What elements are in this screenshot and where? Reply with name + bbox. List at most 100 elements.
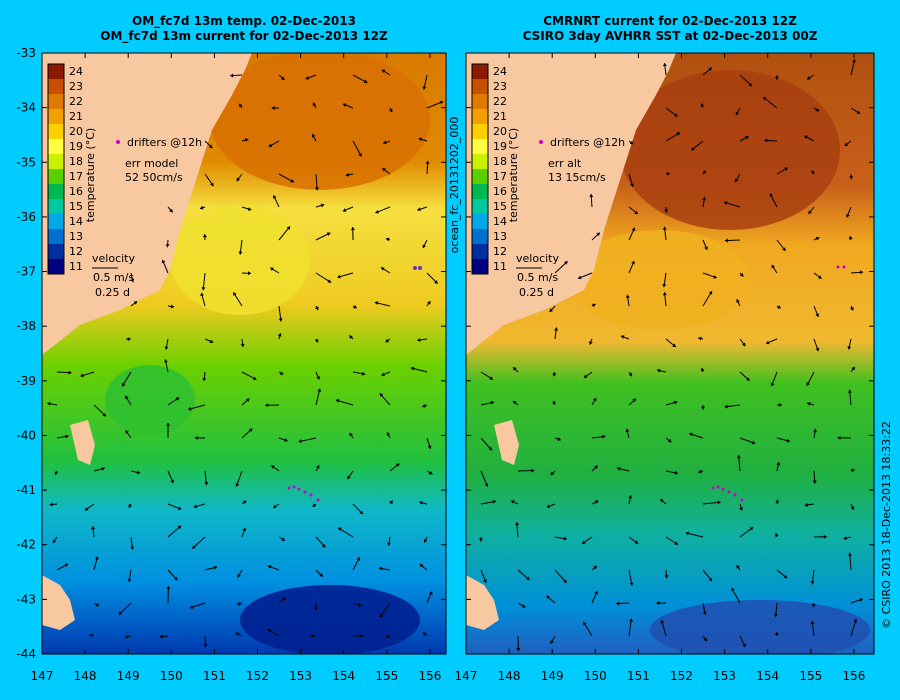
current-vector-head	[662, 226, 667, 230]
current-vector-head	[383, 140, 387, 145]
current-vector-head	[724, 404, 728, 409]
current-vector-head	[273, 504, 277, 509]
current-vector-head	[165, 244, 170, 248]
right-colorbar: 24 23 22 21 20 19 18 17 16 15 14 13 12 11	[471, 63, 507, 275]
current-vector-head	[763, 97, 767, 101]
right-colorbar-label: temperature (°C)	[507, 128, 520, 222]
current-vector-head	[298, 439, 302, 444]
current-vector-head	[815, 236, 820, 241]
current-vector-head	[353, 304, 357, 309]
current-vector-head	[201, 287, 206, 291]
latitude-tick-label: -41	[16, 483, 36, 497]
current-vector-head	[815, 313, 820, 317]
current-vector-head	[848, 236, 853, 240]
right-warm-eddy	[620, 70, 840, 230]
current-vector-head	[121, 382, 126, 387]
colorbar-swatch	[472, 79, 488, 94]
current-vector-head	[766, 340, 770, 345]
longitude-tick-label: 151	[203, 669, 226, 683]
current-vector-head	[317, 388, 322, 393]
current-vector-head	[101, 466, 105, 471]
current-vector-head	[315, 465, 320, 469]
longitude-tick-label: 151	[627, 669, 650, 683]
longitude-tick-label: 156	[842, 669, 865, 683]
current-vector-head	[237, 601, 241, 606]
longitude-tick-label: 148	[74, 669, 97, 683]
left-green-eddy	[105, 365, 195, 435]
current-vector-head	[127, 578, 132, 583]
current-vector-head	[594, 465, 598, 470]
longitude-tick-label: 153	[289, 669, 312, 683]
current-vector-head	[748, 82, 752, 87]
current-vector-head	[770, 382, 775, 387]
left-velocity-time: 0.25 d	[95, 286, 130, 299]
current-vector-head	[620, 335, 625, 339]
current-vector-head	[427, 300, 431, 305]
colorbar-tick-label: 16	[69, 185, 83, 198]
current-vector-head	[277, 333, 282, 337]
current-vector-head	[379, 393, 384, 397]
left-velocity-scale: 0.5 m/s	[93, 271, 134, 284]
colorbar-swatch	[472, 154, 488, 169]
current-vector-head	[778, 402, 782, 407]
longitude-tick-label: 149	[117, 669, 140, 683]
left-land-mainland	[42, 53, 252, 355]
current-vector-head	[242, 527, 247, 532]
colorbar-tick-label: 19	[493, 140, 507, 153]
current-vector-head	[602, 434, 606, 439]
current-vector-head	[808, 210, 812, 214]
longitude-tick-label: 150	[160, 669, 183, 683]
colorbar-tick-label: 16	[493, 185, 507, 198]
current-vector-head	[314, 187, 319, 191]
longitude-tick-label: 147	[31, 669, 54, 683]
left-warm-eddy	[210, 53, 430, 190]
current-vector-head	[49, 502, 53, 507]
current-vector-head	[731, 587, 735, 592]
current-vector-head	[342, 103, 347, 107]
current-vector-head	[713, 274, 717, 279]
current-vector-head	[378, 566, 383, 571]
current-vector-head	[634, 210, 638, 215]
current-vector-head	[751, 440, 756, 445]
current-vector-head	[166, 586, 171, 590]
current-vector-head	[417, 337, 421, 342]
current-vector-head	[326, 232, 331, 237]
current-vector-head	[312, 102, 317, 107]
current-vector-head	[286, 226, 291, 230]
current-vector-head	[314, 607, 319, 611]
current-vector-head	[382, 168, 386, 172]
current-vector-head	[563, 579, 567, 583]
current-vector-head	[358, 153, 362, 157]
current-vector-head	[702, 196, 707, 201]
current-vector-head	[379, 613, 384, 618]
current-vector-head	[531, 468, 535, 473]
colorbar-frame	[47, 63, 65, 275]
right-velocity-scale: 0.5 m/s	[517, 271, 558, 284]
current-vector-head	[736, 299, 740, 303]
current-vector-head	[739, 507, 744, 511]
current-vector-head	[736, 455, 741, 459]
current-vector-head	[163, 359, 168, 363]
current-vector-head	[666, 171, 671, 176]
current-vector-head	[546, 595, 550, 600]
right-err-label: err alt	[548, 157, 582, 170]
colorbar-tick-label: 22	[493, 95, 507, 108]
latitude-tick-label: -37	[16, 265, 36, 279]
current-vector-head	[210, 182, 214, 187]
colorbar-tick-label: 21	[69, 110, 83, 123]
current-vector-head	[349, 432, 353, 437]
left-land-tasmania	[42, 575, 75, 630]
current-vector-head	[745, 135, 749, 140]
colorbar-frame	[471, 63, 489, 275]
current-vector-head	[807, 76, 811, 80]
current-vector-head	[774, 76, 779, 80]
current-vector-head	[846, 213, 850, 218]
current-vector-head	[428, 470, 433, 475]
credit-text: © CSIRO 2013 18-Dec-2013 18:33:22	[880, 421, 893, 629]
longitude-tick-label: 152	[670, 669, 693, 683]
latitude-tick-label: -38	[16, 319, 36, 333]
colorbar-swatch	[48, 244, 64, 259]
current-vector-head	[723, 201, 728, 205]
current-vector-head	[774, 631, 779, 636]
current-vector-head	[550, 471, 555, 476]
